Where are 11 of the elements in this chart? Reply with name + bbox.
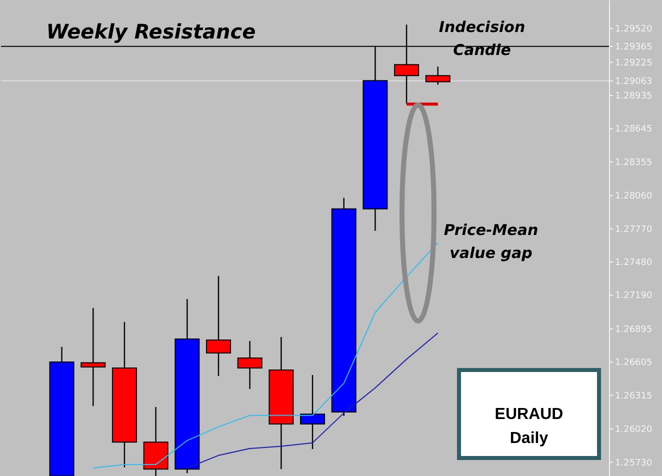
text: EURAUD Daily <box>494 406 564 447</box>
candlestick <box>425 66 450 86</box>
ref-line-label: Weekly Resistance <box>46 19 256 44</box>
candlestick <box>206 275 231 377</box>
line-series <box>186 332 438 468</box>
annotation: Price-Mean value gap <box>444 221 538 262</box>
candlestick <box>237 340 262 390</box>
candlestick <box>80 307 106 407</box>
candlestick <box>300 374 326 450</box>
annotation: Indecision Candle <box>438 18 526 59</box>
line-series <box>92 242 438 468</box>
